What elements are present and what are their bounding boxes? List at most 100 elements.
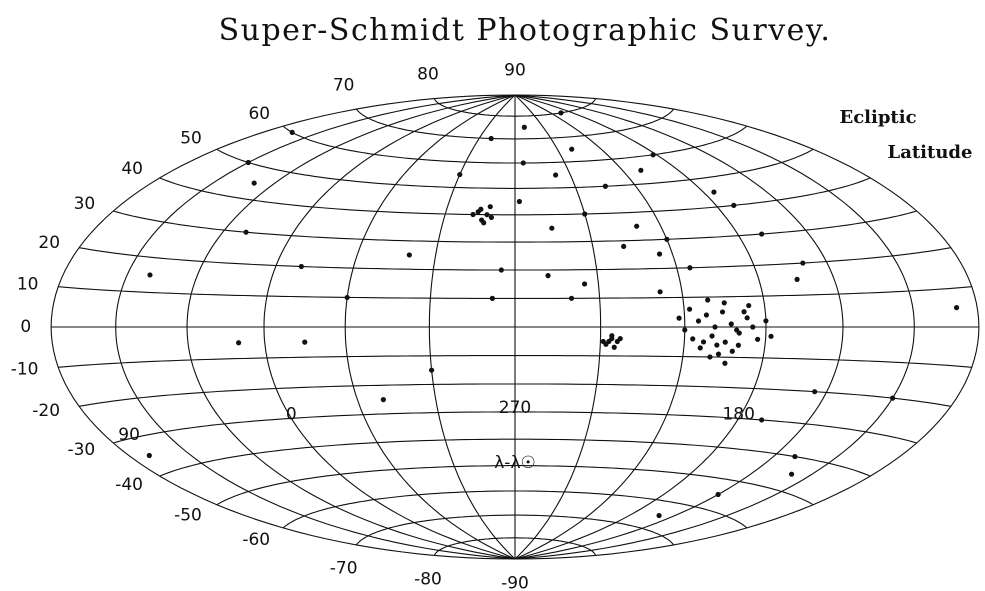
meteor-radiant xyxy=(709,333,715,339)
x-tick-label: 180 xyxy=(722,404,754,424)
meteor-radiant xyxy=(759,231,765,237)
meteor-radiant xyxy=(682,327,688,333)
meteor-radiant xyxy=(800,260,806,266)
meteor-radiant xyxy=(553,172,559,178)
meteor-radiant xyxy=(251,180,257,186)
meteor-radiant xyxy=(741,309,747,315)
meteor-radiant xyxy=(481,220,487,226)
meteor-radiant xyxy=(600,338,606,345)
meteor-radiant xyxy=(457,171,463,178)
meteor-radiant xyxy=(634,223,640,229)
y-tick-label: 70 xyxy=(333,76,355,96)
grid-line xyxy=(216,465,814,506)
meteor-radiant xyxy=(719,309,726,315)
graticule xyxy=(50,94,980,560)
grid-line xyxy=(79,383,951,407)
y-tick-label: 0 xyxy=(20,317,31,337)
grid-line xyxy=(282,490,748,529)
meteor-radiant xyxy=(568,295,575,301)
meteor-radiant xyxy=(489,295,495,301)
grid-line xyxy=(216,148,814,189)
meteor-radiant xyxy=(298,263,304,270)
meteor-radiant xyxy=(953,305,960,311)
meteor-radiant xyxy=(243,229,249,235)
meteor-radiant xyxy=(581,281,588,287)
meteor-radiant xyxy=(759,417,765,423)
meteor-radiant xyxy=(890,395,896,401)
meteor-radiant xyxy=(638,167,644,173)
meteor-radiant xyxy=(488,214,495,221)
meteor-radiant xyxy=(484,212,490,218)
meteor-radiant xyxy=(711,189,717,195)
meteor-radiant xyxy=(602,183,608,189)
meteor-radiant xyxy=(812,389,818,395)
meteor-radiant xyxy=(147,272,153,278)
grid-line xyxy=(58,286,972,299)
meteor-radiant xyxy=(695,318,702,324)
grid-line xyxy=(355,108,675,140)
meteor-radiant xyxy=(406,252,412,258)
grid-line xyxy=(159,438,871,477)
meteor-radiant xyxy=(744,315,750,321)
meteor-radiant xyxy=(146,452,152,459)
grid-line xyxy=(433,537,597,556)
y-tick-label: 50 xyxy=(180,129,202,149)
grid-line xyxy=(79,247,951,271)
meteor-radiant xyxy=(520,160,526,166)
meteor-radiant xyxy=(488,135,494,142)
meteor-radiant xyxy=(722,360,728,366)
meteor-radiant xyxy=(703,312,710,318)
y-tick-label: 90 xyxy=(504,61,526,81)
meteor-radiant xyxy=(763,318,769,324)
grid-line xyxy=(159,177,871,216)
meteor-radiant xyxy=(729,348,735,354)
meteor-radiant xyxy=(289,129,295,135)
y-tick-label: -40 xyxy=(115,475,143,495)
meteor-radiant xyxy=(792,453,798,460)
meteor-radiant xyxy=(621,243,627,249)
meteor-radiant xyxy=(788,471,795,477)
meteor-radiant xyxy=(735,342,742,348)
meteor-radiant xyxy=(582,211,588,217)
meteor-radiant xyxy=(705,297,711,303)
x-tick-label: 270 xyxy=(499,398,531,418)
meteor-radiant xyxy=(676,315,682,321)
meteor-radiant xyxy=(545,273,551,279)
y-tick-label: -10 xyxy=(11,360,39,380)
y-tick-label: -80 xyxy=(414,570,442,590)
meteor-radiant xyxy=(516,198,522,205)
y-tick-label: 60 xyxy=(248,104,270,124)
meteor-radiant xyxy=(715,351,722,357)
meteor-radiant xyxy=(794,276,800,282)
y-tick-label: -30 xyxy=(67,440,95,460)
meteor-radiant xyxy=(750,324,756,330)
meteor-radiant xyxy=(686,306,693,312)
y-tick-label: 80 xyxy=(417,64,439,84)
meteor-radiant xyxy=(715,491,721,498)
meteor-radiant xyxy=(768,333,774,339)
y-tick-label: -20 xyxy=(32,401,60,421)
y-axis-label: Latitude xyxy=(888,142,973,163)
x-tick-label: 90 xyxy=(118,425,140,445)
y-tick-label: 10 xyxy=(17,274,39,294)
meteor-radiant xyxy=(380,397,386,403)
y-tick-label: -60 xyxy=(242,530,270,550)
meteor-radiant xyxy=(697,345,703,351)
meteor-radiant xyxy=(650,152,656,158)
chart-title: Super-Schmidt Photographic Survey. xyxy=(219,13,832,48)
meteor-radiant xyxy=(470,211,476,218)
meteor-radiant xyxy=(617,335,623,342)
meteor-radiant xyxy=(344,294,350,301)
meteor-radiant xyxy=(722,339,728,345)
y-tick-label: -70 xyxy=(330,558,358,578)
grid-line xyxy=(282,125,748,164)
grid-line xyxy=(433,98,597,117)
meteor-radiant xyxy=(498,267,504,273)
meteor-radiant xyxy=(569,146,575,152)
y-tick-label: 20 xyxy=(38,233,60,253)
meteor-radiant xyxy=(728,321,734,327)
meteor-radiant xyxy=(755,336,761,342)
meteor-radiant xyxy=(236,340,242,346)
